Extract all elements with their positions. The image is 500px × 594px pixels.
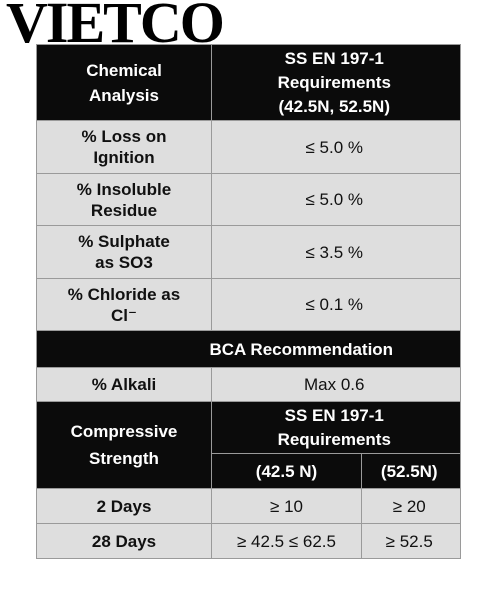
row-value-alkali: Max 0.6: [211, 367, 457, 402]
cement-spec-table: Chemical Analysis SS EN 197-1 Requiremen…: [36, 44, 461, 559]
header-strength-requirements: SS EN 197-1 Requirements: [211, 401, 457, 454]
row-value-28-days-52-5n: ≥ 52.5: [361, 523, 457, 559]
row-label-insoluble-residue: % Insoluble Residue: [36, 173, 212, 226]
row-value-chloride: ≤ 0.1 %: [211, 278, 457, 331]
row-value-2-days-42-5n: ≥ 10: [211, 488, 362, 524]
row-value-2-days-52-5n: ≥ 20: [361, 488, 457, 524]
header-chemical-analysis: Chemical Analysis: [36, 44, 212, 121]
row-label-sulphate: % Sulphate as SO3: [36, 225, 212, 279]
row-value-loss-on-ignition: ≤ 5.0 %: [211, 120, 457, 174]
header-col-42-5n: (42.5 N): [211, 453, 362, 489]
row-label-alkali: % Alkali: [36, 367, 212, 402]
watermark-logo: VIETCO: [6, 0, 225, 55]
row-value-insoluble-residue: ≤ 5.0 %: [211, 173, 457, 226]
row-label-2-days: 2 Days: [36, 488, 212, 524]
header-compressive-strength: Compressive Strength: [36, 401, 212, 489]
bca-heading-spacer: [36, 330, 212, 368]
bca-heading: BCA Recommendation: [210, 330, 457, 368]
row-value-sulphate: ≤ 3.5 %: [211, 225, 457, 279]
header-col-52-5n: (52.5N): [361, 453, 457, 489]
row-value-28-days-42-5n: ≥ 42.5 ≤ 62.5: [211, 523, 362, 559]
row-label-loss-on-ignition: % Loss on Ignition: [36, 120, 212, 174]
header-requirements: SS EN 197-1 Requirements (42.5N, 52.5N): [211, 44, 457, 121]
row-label-chloride: % Chloride as Cl⁻: [36, 278, 212, 331]
row-label-28-days: 28 Days: [36, 523, 212, 559]
